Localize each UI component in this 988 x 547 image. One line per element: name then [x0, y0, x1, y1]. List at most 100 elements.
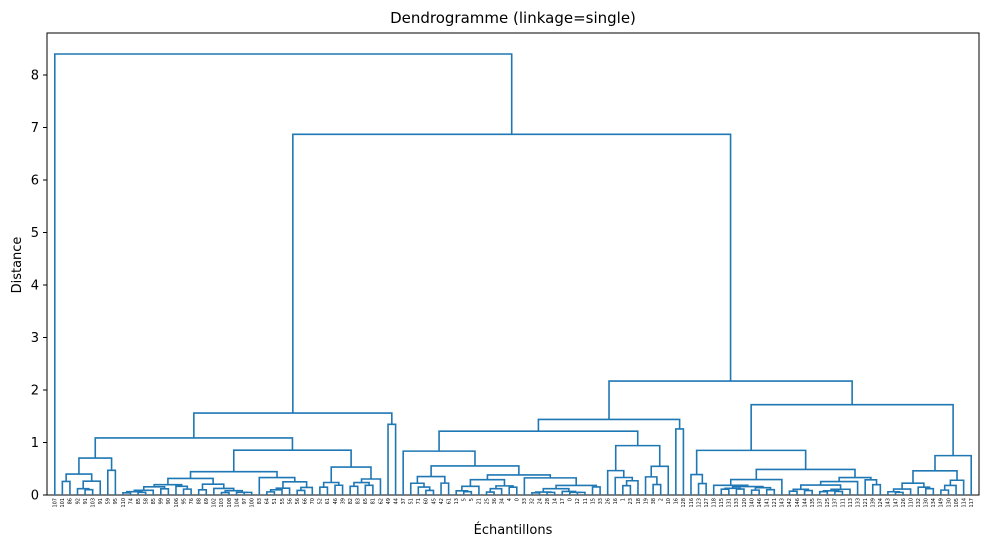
leaf-label: 24 [537, 498, 543, 504]
leaf-label: 103 [90, 498, 96, 508]
dendrogram-link [300, 486, 314, 495]
leaf-label: 36 [492, 498, 498, 504]
leaf-label: 149 [939, 498, 945, 508]
dendrogram-link [591, 486, 601, 495]
dendrogram-link [508, 486, 518, 495]
dendrogram-link [901, 482, 925, 490]
leaf-label: 83 [356, 498, 362, 504]
y-tick-label: 1 [31, 436, 39, 451]
dendrogram-link [750, 489, 760, 495]
leaf-label: 25 [484, 498, 490, 504]
plot-frame [46, 32, 980, 496]
dendrogram-link [724, 487, 742, 490]
leaf-label: 17 [560, 498, 566, 504]
dendrogram-link [65, 473, 93, 482]
leaf-label: 140 [749, 498, 755, 508]
y-tick-label: 7 [31, 121, 39, 136]
leaf-label: 55 [280, 498, 286, 504]
dendrogram-link [78, 457, 113, 475]
leaf-label: 146 [757, 498, 763, 508]
leaf-label: 42 [439, 498, 445, 504]
leaf-label: 65 [363, 498, 369, 504]
dendrogram-link [275, 487, 291, 495]
leaf-label: 0 [568, 498, 574, 501]
leaf-label: 33 [598, 498, 604, 504]
leaf-label: 85 [136, 498, 142, 504]
leaf-label: 21 [477, 498, 483, 504]
dendrogram-link [912, 469, 958, 484]
dendrogram-link [690, 473, 704, 495]
leaf-label: 61 [446, 498, 452, 504]
leaf-label: 92 [75, 498, 81, 504]
dendrogram-link [720, 488, 730, 495]
dendrogram-link [644, 476, 658, 495]
dendrogram-link [462, 490, 473, 495]
dendrogram-link [197, 489, 208, 495]
dendrogram-link [235, 491, 248, 495]
dendrogram-link [175, 485, 189, 495]
leaf-label: 34 [499, 498, 505, 504]
dendrogram-link [349, 485, 359, 495]
leaf-label: 76 [189, 498, 195, 504]
y-tick-label: 4 [31, 279, 39, 294]
dendrogram-link [830, 488, 851, 495]
leaf-label: 118 [712, 498, 718, 508]
leaf-label: 135 [810, 498, 816, 508]
dendrogram-link [940, 489, 950, 495]
leaf-label: 91 [83, 498, 89, 504]
leaf-label: 142 [787, 498, 793, 508]
dendrogram-link [455, 489, 469, 495]
dendrogram-link [819, 480, 859, 495]
dendrogram-link [924, 487, 935, 495]
leaf-label: 146 [795, 498, 801, 508]
leaf-label: 86 [68, 498, 74, 504]
y-tick-label: 0 [31, 489, 39, 504]
dendrogram-link [438, 430, 639, 452]
dendrogram-link [330, 466, 372, 483]
dendrogram-link [430, 465, 520, 477]
dendrogram-link [193, 412, 393, 438]
leaf-label: 37 [401, 498, 407, 504]
dendrogram-link [834, 490, 844, 495]
leaf-label: 51 [272, 498, 278, 504]
dendrogram-link [871, 483, 882, 495]
leaf-label: 143 [780, 498, 786, 508]
leaf-label: 16 [613, 498, 619, 504]
dendrogram-link [402, 450, 476, 495]
leaf-label: 110 [908, 498, 914, 508]
dendrogram-link [765, 488, 776, 495]
leaf-labels: 107 101 86 92 91 103 91 59 95 110 74 85 58 85 99 90 106 9… [53, 498, 975, 508]
dendrogram-link [417, 486, 431, 495]
leaf-label: 2 [658, 498, 664, 501]
leaf-label: 0 [515, 498, 521, 501]
leaf-label: 131 [727, 498, 733, 508]
y-tick-label: 2 [31, 384, 39, 399]
leaf-label: 46 [333, 498, 339, 504]
dendrogram-link [800, 484, 842, 490]
leaf-label: 130 [924, 498, 930, 508]
y-tick-label: 5 [31, 226, 39, 241]
dendrogram-link [792, 488, 810, 492]
leaf-label: 127 [704, 498, 710, 508]
leaf-label: 102 [212, 498, 218, 508]
dendrogram-link [107, 469, 117, 495]
leaf-label: 10 [666, 498, 672, 504]
leaf-label: 32 [530, 498, 536, 504]
leaf-label: 134 [931, 498, 937, 508]
leaf-label: 1 [621, 498, 627, 501]
y-tick-label: 6 [31, 174, 39, 189]
leaf-label: 38 [651, 498, 657, 504]
leaf-label: 69 [204, 498, 210, 504]
leaf-label: 11 [583, 498, 589, 504]
leaf-label: 113 [848, 498, 854, 508]
leaf-label: 120 [742, 498, 748, 508]
leaf-label: 14 [552, 498, 558, 504]
leaf-label: 52 [318, 498, 324, 504]
dendrogram-link [622, 484, 632, 495]
dendrogram-link [353, 481, 370, 487]
leaf-label: 147 [893, 498, 899, 508]
dendrogram-link [182, 488, 192, 495]
leaf-label: 66 [303, 498, 309, 504]
leaf-label: 101 [60, 498, 66, 508]
